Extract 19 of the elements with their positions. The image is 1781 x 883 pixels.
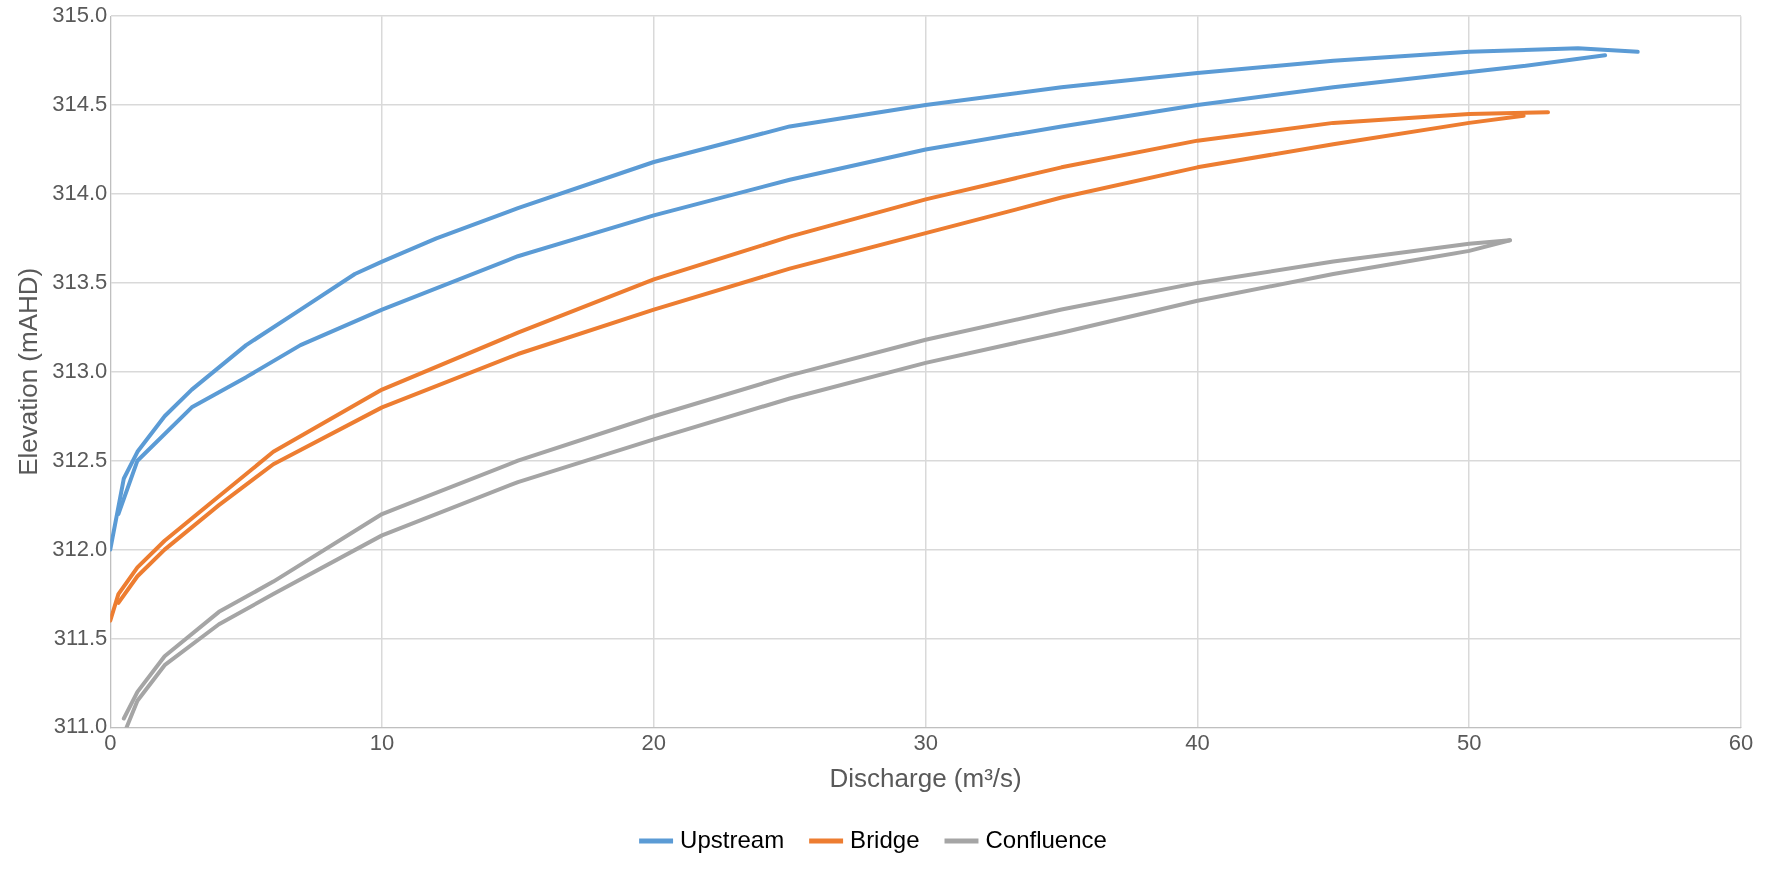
x-tick-label: 40: [1185, 729, 1210, 755]
x-tick-label: 20: [641, 729, 667, 755]
x-tick-label: 30: [913, 729, 938, 755]
x-axis-title: Discharge (m³/s): [829, 762, 1022, 793]
y-tick-label: 314.0: [52, 180, 108, 206]
y-tick-label: 313.5: [52, 268, 108, 294]
y-tick-label: 313.0: [52, 357, 108, 383]
y-tick-label: 314.5: [52, 91, 108, 117]
x-tick-label: 50: [1456, 729, 1482, 755]
y-axis-title: Elevation (mAHD): [12, 267, 43, 476]
y-tick-label: 315.0: [52, 2, 108, 28]
legend-label: Confluence: [985, 825, 1107, 853]
y-tick-label: 311.5: [53, 624, 108, 650]
y-tick-label: 312.5: [52, 446, 108, 472]
legend-label: Bridge: [850, 825, 920, 853]
x-tick-label: 10: [369, 729, 395, 755]
y-tick-label: 312.0: [52, 535, 108, 561]
legend-label: Upstream: [680, 825, 785, 853]
x-tick-label: 60: [1728, 729, 1754, 755]
